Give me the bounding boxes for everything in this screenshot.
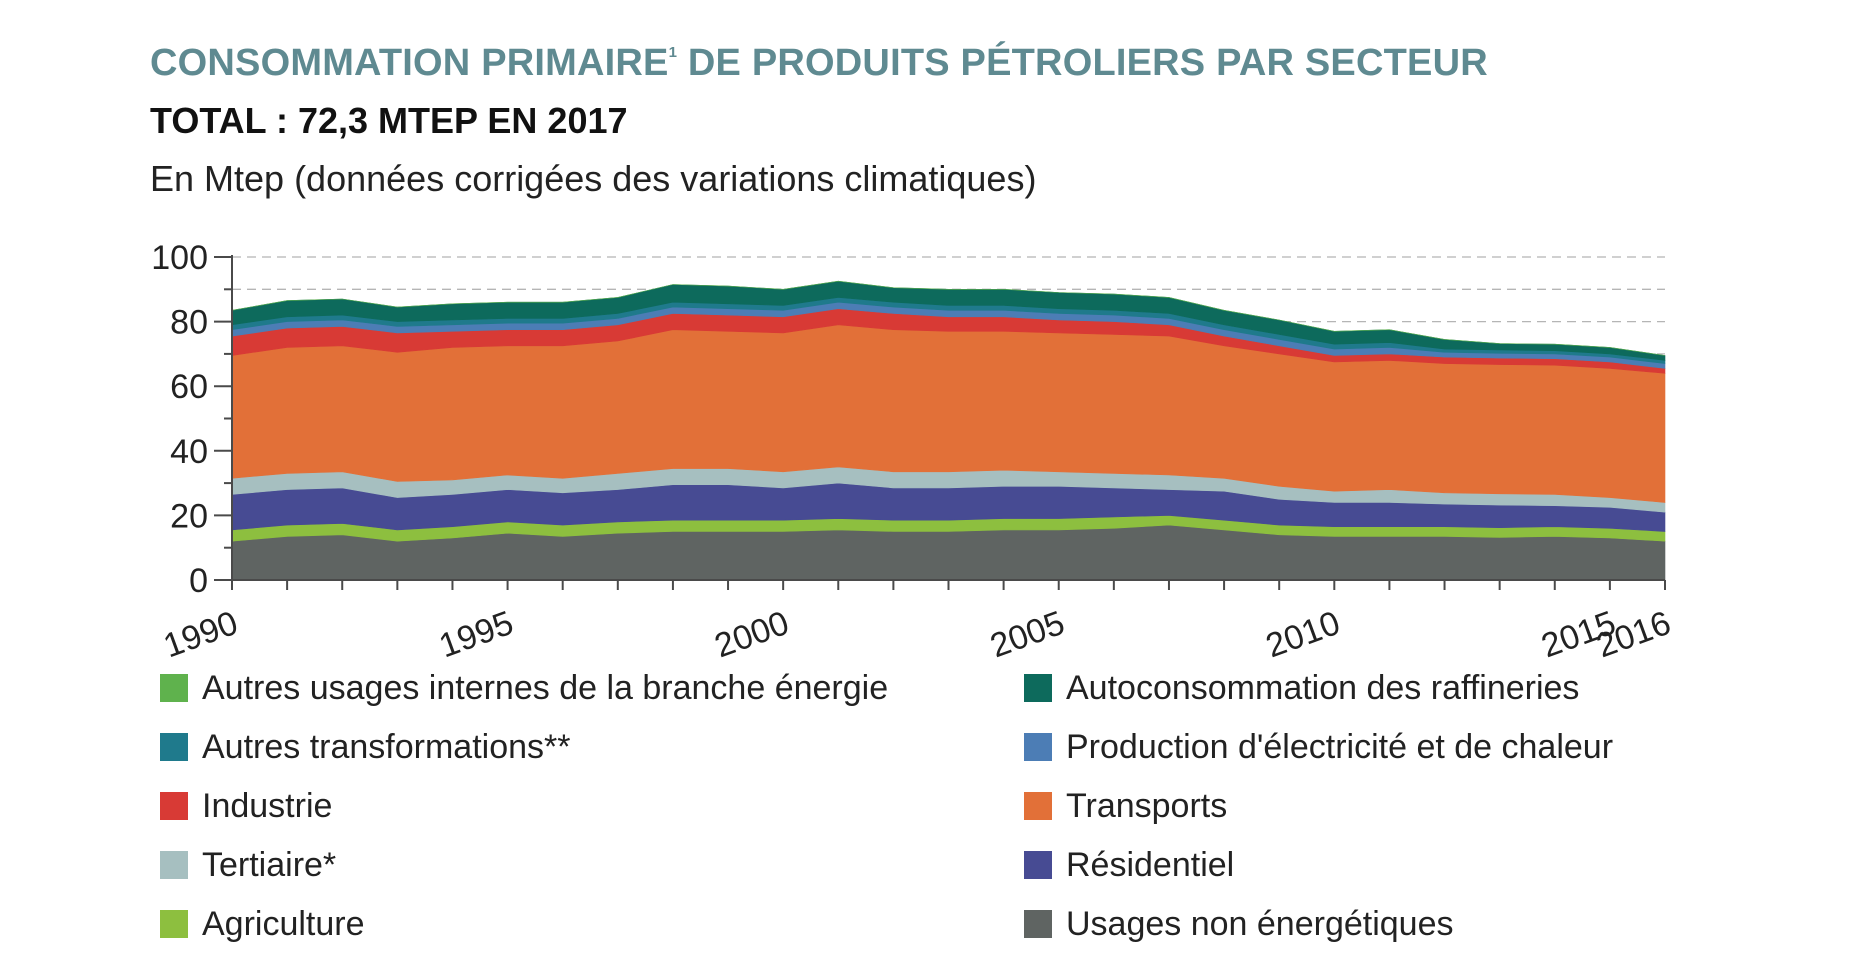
y-tick-label: 20: [170, 497, 208, 535]
legend-swatch: [1024, 792, 1052, 820]
y-tick-label: 0: [189, 562, 208, 600]
x-tick-label: 1995: [434, 604, 518, 660]
chart-title-rest: DE PRODUITS PÉTROLIERS PAR SECTEUR: [677, 42, 1488, 84]
legend-item-usages-non-energetiques: Usages non énergétiques: [1024, 902, 1454, 946]
y-tick-label: 40: [170, 433, 208, 471]
y-tick-label: 80: [170, 304, 208, 342]
legend-item-tertiaire: Tertiaire*: [160, 843, 336, 887]
legend-label: Autoconsommation des raffineries: [1066, 668, 1580, 707]
legend-label: Production d'électricité et de chaleur: [1066, 727, 1614, 766]
legend-swatch: [1024, 910, 1052, 938]
legend-swatch: [160, 851, 188, 879]
chart-title: CONSOMMATION PRIMAIRE1 DE PRODUITS PÉTRO…: [150, 42, 1488, 85]
legend-swatch: [160, 910, 188, 938]
legend-item-transports: Transports: [1024, 784, 1227, 828]
y-tick-label: 100: [151, 239, 208, 277]
legend-label: Autres transformations**: [202, 727, 571, 766]
legend-item-industrie: Industrie: [160, 784, 332, 828]
legend-swatch: [1024, 733, 1052, 761]
legend-label: Autres usages internes de la branche éne…: [202, 668, 889, 707]
legend-item-autoconsommation-des-raffineries: Autoconsommation des raffineries: [1024, 666, 1579, 710]
y-tick-label: 60: [170, 368, 208, 406]
area-autres-usages-internes-de-la-branche-energie: [231, 280, 1666, 356]
area-series: [231, 280, 1666, 581]
x-tick-label: 1990: [159, 604, 243, 660]
legend-swatch: [1024, 851, 1052, 879]
legend-label: Agriculture: [202, 904, 365, 943]
legend-label: Tertiaire*: [202, 845, 337, 884]
chart-unit-note: En Mtep (données corrigées des variation…: [150, 158, 1037, 199]
legend-label: Industrie: [202, 786, 333, 825]
legend-item-agriculture: Agriculture: [160, 902, 365, 946]
chart-title-footnote-marker: 1: [668, 44, 678, 61]
legend-label: Résidentiel: [1066, 845, 1235, 884]
legend-item-autres-transformations: Autres transformations**: [160, 725, 571, 769]
x-tick-label: 2005: [985, 604, 1069, 660]
chart-title-main: CONSOMMATION PRIMAIRE: [150, 42, 669, 84]
legend-label: Transports: [1066, 786, 1228, 825]
x-tick-label: 2000: [710, 604, 794, 660]
legend-item-production-d-electricite-et-de-chaleur: Production d'électricité et de chaleur: [1024, 725, 1613, 769]
legend-label: Usages non énergétiques: [1066, 904, 1454, 943]
legend-swatch: [160, 733, 188, 761]
legend-item-autres-usages-internes-de-la-branche-energie: Autres usages internes de la branche éne…: [160, 666, 888, 710]
legend-swatch: [1024, 674, 1052, 702]
legend-swatch: [160, 674, 188, 702]
legend-swatch: [160, 792, 188, 820]
chart-subtitle: TOTAL : 72,3 MTEP EN 2017: [150, 100, 628, 141]
legend-item-residentiel: Résidentiel: [1024, 843, 1234, 887]
x-tick-label: 2010: [1261, 604, 1345, 660]
